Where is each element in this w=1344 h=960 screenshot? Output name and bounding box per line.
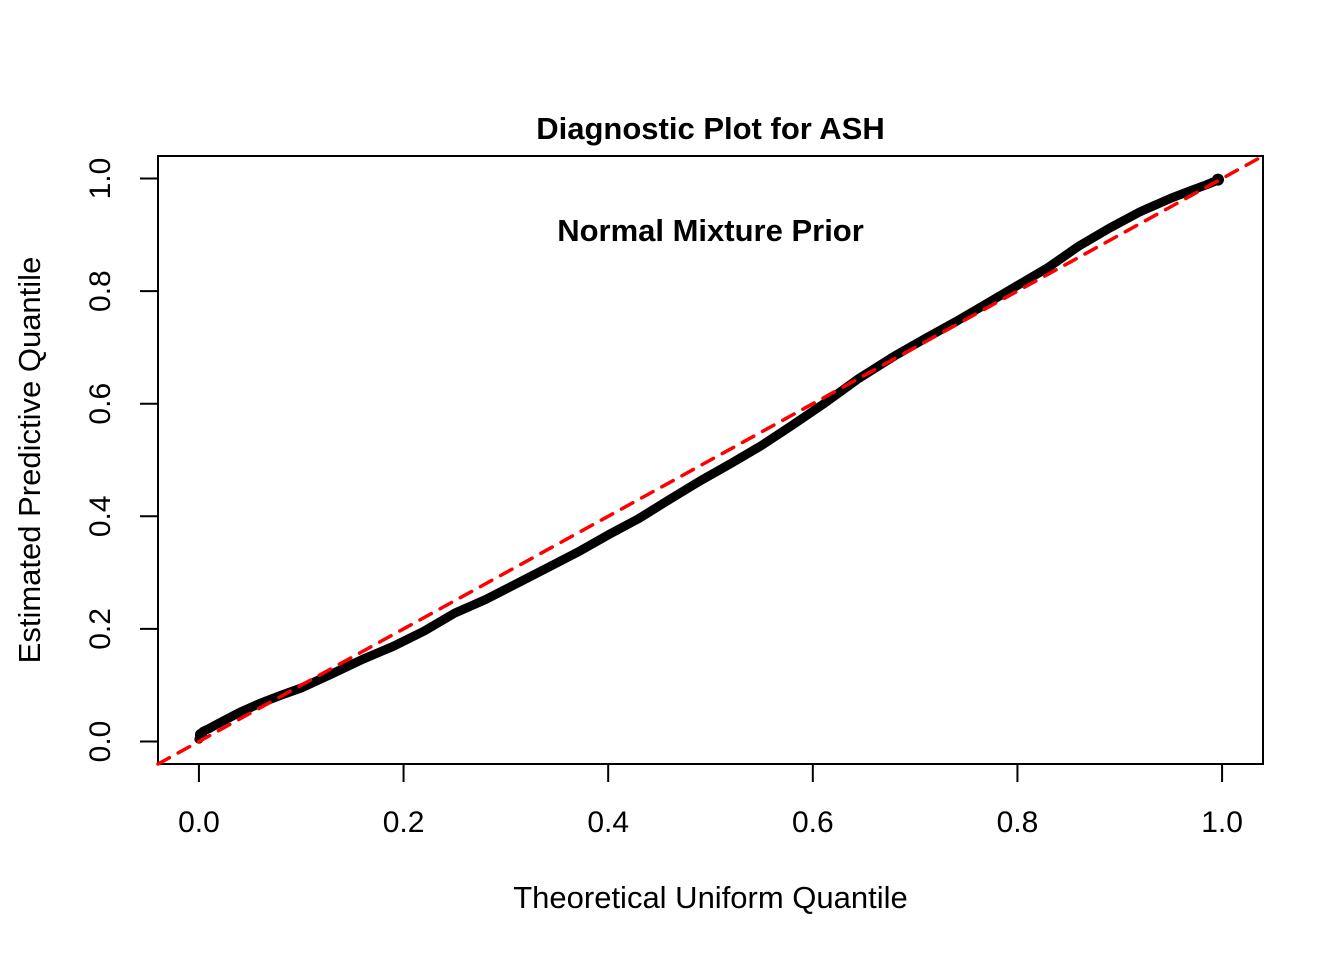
y-tick-label: 0.2 bbox=[84, 608, 117, 650]
reference-diagonal-y-equals-x bbox=[156, 154, 1265, 766]
x-tick-label: 0.0 bbox=[178, 806, 220, 839]
estimated-predictive-quantile-curve bbox=[194, 174, 1224, 744]
y-tick-label: 1.0 bbox=[84, 158, 117, 200]
x-tick-label: 0.4 bbox=[587, 806, 629, 839]
x-tick-label: 0.6 bbox=[792, 806, 834, 839]
x-tick-label: 1.0 bbox=[1201, 806, 1243, 839]
x-tick-label: 0.2 bbox=[383, 806, 425, 839]
x-tick-label: 0.8 bbox=[997, 806, 1039, 839]
y-tick-label: 0.0 bbox=[84, 721, 117, 763]
chart-title-line2: Normal Mixture Prior bbox=[557, 213, 864, 248]
plot-border bbox=[157, 155, 1264, 765]
y-axis-label: Estimated Predictive Quantile bbox=[12, 256, 47, 664]
y-tick-label: 0.8 bbox=[84, 270, 117, 312]
chart-title: Diagnostic Plot for ASH Normal Mixture P… bbox=[158, 44, 1263, 316]
x-axis-label: Theoretical Uniform Quantile bbox=[513, 880, 908, 915]
y-tick-label: 0.4 bbox=[84, 495, 117, 537]
chart-title-line1: Diagnostic Plot for ASH bbox=[536, 111, 885, 146]
y-tick-label: 0.6 bbox=[84, 383, 117, 425]
